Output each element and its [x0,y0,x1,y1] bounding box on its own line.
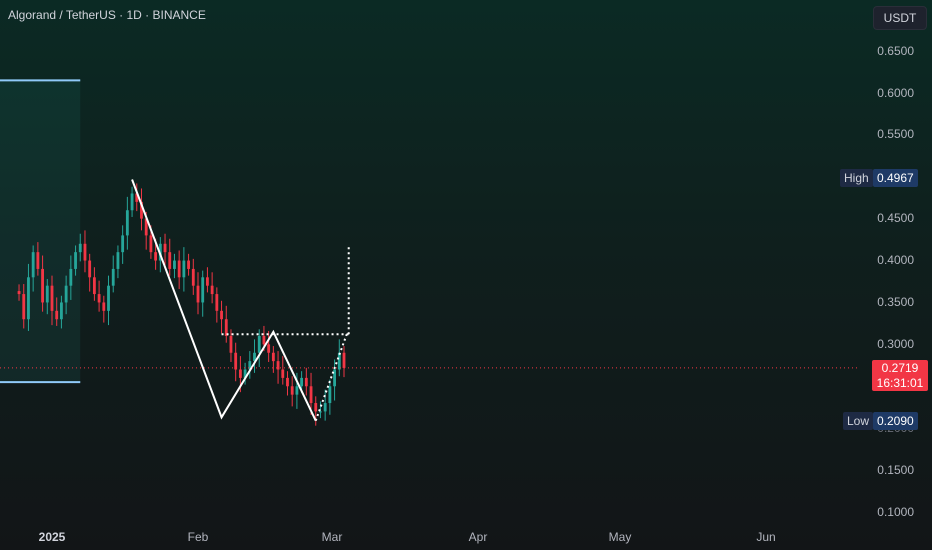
candle-body [168,252,172,269]
candle-body [290,386,294,395]
candle-body [229,335,233,353]
candle-body [55,310,59,320]
candle-body [36,252,40,269]
high-value: 0.4967 [873,169,918,187]
range-box-fill [0,80,81,383]
candle-body [248,361,252,370]
candle-body [314,403,318,412]
x-tick: May [608,530,632,544]
y-tick: 0.4500 [877,211,914,225]
candle-body [111,268,115,286]
candle-body [50,285,54,311]
candle-body [234,352,238,370]
candle-body [267,344,271,353]
candle-body [215,294,219,311]
candle-body [187,260,190,269]
x-tick: Apr [468,530,488,544]
candle-body [304,377,308,387]
chart-title: Algorand / TetherUS · 1D · BINANCE [8,8,206,22]
x-tick: Feb [187,530,209,544]
candle-body [22,294,26,320]
y-tick: 0.1500 [877,463,914,477]
candle-body [323,403,327,412]
candle-body [328,386,332,404]
candle-body [276,361,280,370]
candle-body [45,285,49,303]
candle-body [281,369,285,378]
candle-body [121,235,125,253]
candle-body [177,260,181,278]
candle-body [97,294,101,303]
x-tick: 2025 [38,530,66,544]
price-chart[interactable] [0,0,860,522]
candle-body [300,377,304,387]
candle-body [102,302,106,311]
candle-body [41,268,44,303]
candle-body [342,352,346,368]
y-tick: 0.3500 [877,295,914,309]
high-label: High [840,169,873,187]
candle-body [27,277,30,320]
candle-body [83,243,87,261]
candle-body [257,335,261,353]
candle-body [130,193,134,211]
candle-body [309,386,313,404]
y-tick: 0.6000 [877,86,914,100]
candle-body [125,210,129,236]
candle-body [238,369,242,378]
pattern-line [131,179,317,422]
candle-body [92,277,96,295]
candle-body [182,260,186,278]
candle-body [163,243,167,253]
low-label: Low [843,412,874,430]
candle-body [88,260,92,278]
candle-body [286,377,289,387]
candle-body [210,285,214,295]
candle-body [271,352,275,362]
candle-body [224,319,228,336]
candle-body [319,411,322,413]
candle-body [116,252,120,269]
candle-body [17,291,21,295]
candle-body [149,235,153,253]
low-value: 0.2090 [873,412,918,430]
breakout-line [314,333,348,421]
candle-body [243,369,247,378]
candle-body [74,252,77,269]
y-tick: 0.1000 [877,505,914,519]
candle-body [154,252,158,261]
countdown-label: 16:31:01 [872,376,928,391]
double-bottom-pattern [131,179,350,422]
candle-body [69,268,73,286]
last-price-label: 0.2719 [872,360,928,376]
candle-body [295,386,299,395]
candle-body [173,260,176,269]
candles [17,183,346,426]
candle-body [201,277,205,303]
y-tick: 0.6500 [877,44,914,58]
candle-body [196,285,200,303]
candle-body [31,252,35,278]
x-tick: Mar [321,530,343,544]
candle-body [220,310,223,320]
candle-body [206,277,209,286]
candle-body [337,352,341,370]
candle-body [140,201,143,219]
candle-body [64,285,68,303]
candle-body [78,243,82,253]
candle-body [253,352,256,362]
currency-button[interactable]: USDT [873,6,927,30]
candle-body [191,268,195,286]
candle-body [60,302,63,320]
candle-body [262,335,266,345]
range-box [0,79,81,384]
candle-body [135,193,139,202]
y-tick: 0.5500 [877,127,914,141]
candle-body [107,285,110,311]
x-tick: Jun [756,530,776,544]
candle-body [333,369,336,387]
y-tick: 0.4000 [877,253,914,267]
candle-body [144,218,148,236]
y-tick: 0.3000 [877,337,914,351]
